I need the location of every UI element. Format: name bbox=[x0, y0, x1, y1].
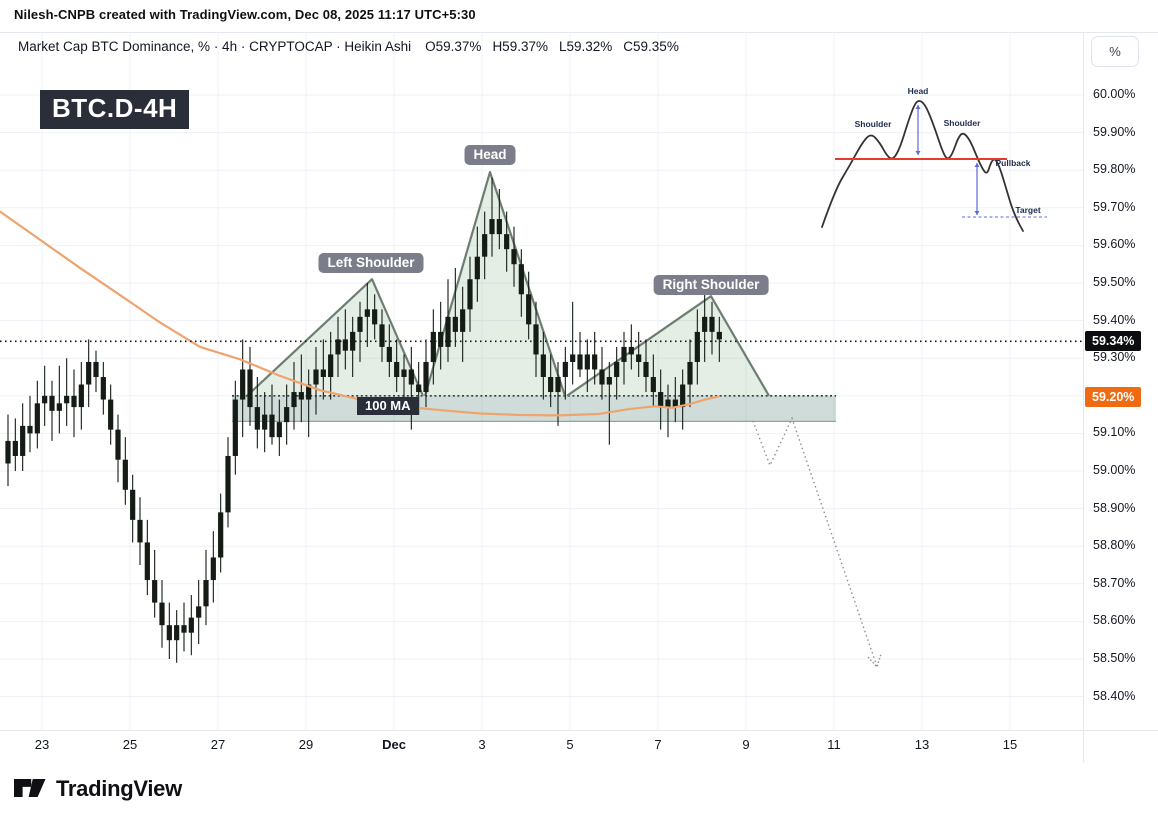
neckline-zone bbox=[232, 394, 836, 422]
price-axis-label: 58.50% bbox=[1093, 651, 1136, 665]
time-axis-label: 3 bbox=[478, 737, 486, 752]
pattern-inset-diagram: Head Shoulder Shoulder Pullback Target bbox=[821, 86, 1047, 232]
price-axis-label: 59.30% bbox=[1093, 350, 1136, 365]
time-axis-label: 25 bbox=[122, 737, 138, 752]
inset-label: Shoulder bbox=[855, 119, 893, 129]
time-axis-label: 7 bbox=[654, 737, 662, 752]
price-axis-label: 58.70% bbox=[1093, 575, 1136, 590]
ma-price-badge: 59.20% bbox=[1085, 386, 1142, 407]
ohlc-close: C59.35% bbox=[623, 39, 679, 54]
time-axis-label: 9 bbox=[742, 737, 750, 752]
last-price-badge: 59.34% bbox=[1085, 331, 1142, 352]
time-axis-label: 11 bbox=[827, 737, 841, 752]
price-axis[interactable]: % 60.00% 59.90% 59.80% 59.70% 59.60% 59.50% 59… bbox=[1083, 32, 1158, 730]
inset-label: Head bbox=[908, 86, 929, 96]
price-axis-label: 59.50% bbox=[1093, 275, 1136, 289]
ohlc-open: O59.37% bbox=[425, 39, 482, 54]
header-separator bbox=[0, 32, 1158, 33]
projection-path bbox=[752, 416, 882, 669]
price-axis-label: 59.40% bbox=[1093, 312, 1136, 327]
left-shoulder-label: Left Shoulder bbox=[318, 253, 424, 273]
ohlc-high: H59.37% bbox=[492, 39, 548, 54]
candlestick-series bbox=[5, 177, 722, 663]
grid bbox=[0, 32, 1083, 730]
price-axis-label: 58.60% bbox=[1093, 613, 1136, 628]
price-axis-label: 58.80% bbox=[1093, 538, 1136, 553]
price-axis-label: 59.00% bbox=[1093, 463, 1136, 477]
symbol-title[interactable]: Market Cap BTC Dominance, % · 4h · CRYPT… bbox=[18, 39, 412, 54]
time-axis-label: 13 bbox=[914, 737, 930, 752]
tradingview-wordmark[interactable]: TradingView bbox=[56, 776, 182, 801]
attribution-bar: Nilesh-CNPB created with TradingView.com… bbox=[14, 7, 476, 22]
footer: TradingView bbox=[14, 776, 182, 802]
inset-label: Pullback bbox=[996, 158, 1031, 168]
chart-area[interactable]: Head Shoulder Shoulder Pullback Target Marke… bbox=[0, 32, 1083, 730]
time-axis-label: 5 bbox=[566, 737, 574, 752]
time-axis-label: Dec bbox=[382, 737, 406, 752]
time-axis-label: 23 bbox=[34, 737, 50, 752]
inset-label: Shoulder bbox=[944, 118, 982, 128]
ma-label: 100 MA bbox=[357, 397, 419, 415]
symbol-legend: Market Cap BTC Dominance, % · 4h · CRYPT… bbox=[18, 39, 690, 54]
price-axis-label: 59.80% bbox=[1093, 162, 1136, 177]
percent-scale-button[interactable]: % bbox=[1091, 36, 1139, 67]
time-axis[interactable]: 23 25 27 29 Dec 3 5 7 9 11 13 15 bbox=[0, 730, 1083, 762]
time-axis-label: 29 bbox=[298, 737, 314, 752]
price-axis-label: 59.90% bbox=[1093, 124, 1136, 139]
chart-title-label: BTC.D-4H bbox=[40, 90, 190, 129]
price-axis-label: 59.60% bbox=[1093, 237, 1136, 252]
head-label: Head bbox=[464, 145, 516, 165]
time-axis-separator bbox=[0, 730, 1158, 731]
ma-line bbox=[0, 210, 720, 417]
inset-label: Target bbox=[1015, 205, 1041, 215]
price-axis-label: 59.10% bbox=[1093, 425, 1136, 440]
tradingview-logo-icon[interactable] bbox=[14, 777, 47, 802]
price-axis-label: 60.00% bbox=[1093, 87, 1136, 101]
right-shoulder-label: Right Shoulder bbox=[653, 275, 769, 295]
chart-canvas: Head Shoulder Shoulder Pullback Target bbox=[0, 32, 1083, 730]
axis-separator bbox=[1083, 32, 1084, 762]
price-axis-label: 58.90% bbox=[1093, 500, 1136, 515]
ohlc-low: L59.32% bbox=[558, 39, 613, 54]
price-axis-label: 59.70% bbox=[1093, 199, 1136, 214]
time-axis-label: 27 bbox=[210, 737, 226, 752]
time-axis-label: 15 bbox=[1002, 737, 1018, 752]
price-axis-label: 58.40% bbox=[1093, 688, 1136, 703]
